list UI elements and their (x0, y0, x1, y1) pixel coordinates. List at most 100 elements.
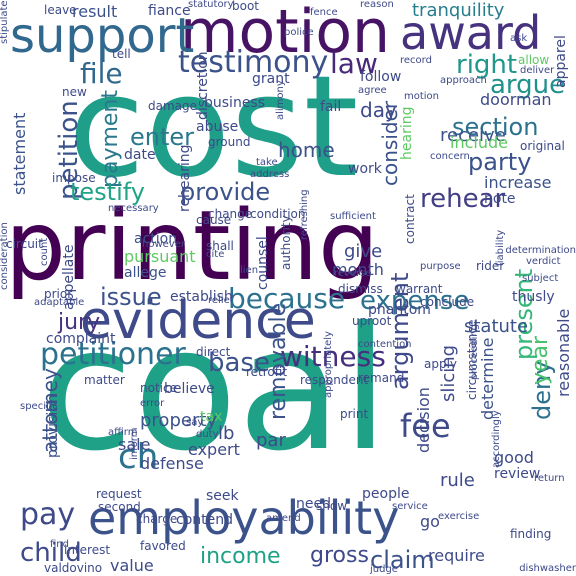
word-abuse: abuse (196, 119, 239, 135)
word-necessary: necessary (108, 203, 159, 214)
word-error: error (140, 398, 165, 409)
word-damage: damage (148, 99, 198, 113)
word-agree: agree (358, 85, 387, 96)
word-action: action (134, 231, 178, 247)
word-complaint: complaint (46, 331, 116, 347)
word-refreshing: refreshing (299, 189, 310, 240)
word-approach: approach (440, 75, 487, 86)
word-removable: removable (266, 302, 291, 420)
word-consideration: consideration (0, 222, 10, 290)
word-employability: employability (88, 491, 400, 545)
word-warrant: warrant (396, 282, 443, 296)
word-increase: increase (484, 173, 552, 192)
word-concern: concern (430, 151, 470, 162)
word-seek: seek (206, 488, 239, 504)
word-verdict: verdict (526, 256, 561, 267)
word-reason: reason (360, 0, 394, 10)
word-alimony: alimony (275, 80, 286, 120)
word-judge: judge (370, 564, 398, 575)
word-because: because (228, 282, 346, 315)
word-people: people (362, 486, 410, 502)
word-rehear: rehear (420, 184, 506, 214)
word-police: police (284, 27, 314, 38)
word-apply: apply (424, 357, 458, 371)
word-go: go (420, 512, 440, 531)
word-discretion: discretion (195, 51, 211, 120)
word-follow: follow (360, 69, 402, 85)
word-printing: printing (5, 190, 380, 302)
word-new: new (62, 85, 87, 99)
word-expert: expert (188, 440, 240, 459)
word-circuit: circuit (6, 237, 43, 251)
word-testimony: testimony (178, 45, 329, 80)
word-boot: boot (232, 0, 260, 13)
word-request: request (96, 487, 142, 501)
word-counsel: counsel (255, 236, 271, 290)
word-impose: impose (52, 171, 96, 185)
word-take: take (256, 157, 278, 168)
word-specific: specific (20, 401, 58, 412)
word-pursuant: pursuant (124, 247, 196, 266)
word-reasonable: reasonable (554, 308, 573, 397)
word-reverse: reverse (334, 268, 372, 279)
word-leave: leave (44, 3, 77, 17)
word-return: return (534, 473, 565, 484)
word-claim: claim (370, 546, 435, 574)
word-statement: statement (10, 112, 29, 195)
word-consider: consider (378, 100, 402, 186)
word-matter: matter (84, 373, 125, 387)
word-tranquility: tranquility (412, 0, 505, 21)
word-child: child (20, 538, 82, 568)
word-file: file (80, 57, 123, 90)
word-cause: cause (196, 213, 232, 227)
word-expense: expense (360, 286, 470, 316)
word-require: require (428, 546, 485, 565)
word-include: include (450, 133, 508, 152)
word-remand: remand (358, 371, 405, 385)
word-say: say (186, 417, 204, 428)
word-party: party (468, 148, 532, 176)
word-section: section (452, 113, 539, 141)
word-apparel: apparel (553, 35, 569, 88)
word-business: business (204, 95, 266, 111)
word-conclude: conclude (420, 295, 475, 309)
word-cost: cost (68, 46, 359, 209)
word-month: month (332, 260, 384, 279)
word-shall: shall (206, 239, 234, 253)
word-address: address (250, 169, 290, 180)
word-dismiss: dismiss (338, 282, 383, 296)
word-print: print (340, 407, 369, 421)
word-proceeding: proceeding (469, 324, 480, 380)
word-base: base (208, 348, 270, 378)
word-affirm: affirm (108, 427, 138, 438)
word-receive: receive (440, 125, 506, 146)
word-original: original (520, 139, 565, 153)
word-hearing: hearing (399, 106, 415, 160)
word-stipulate: stipulate (0, 0, 10, 44)
word-determine: determine (478, 337, 497, 420)
word-enter: enter (130, 123, 195, 151)
word-sale: sale (118, 435, 151, 454)
word-thusly: thusly (512, 289, 555, 305)
word-rehearing: rehearing (177, 144, 193, 212)
word-need: need (296, 496, 331, 512)
word-support: support (10, 8, 195, 64)
word-rule: rule (440, 470, 475, 491)
word-witness: witness (280, 340, 386, 373)
word-believe: believe (164, 381, 215, 397)
word-note: note (484, 191, 516, 207)
word-contract: contract (403, 194, 417, 244)
word-law: law (330, 47, 378, 80)
word-record: record (400, 55, 432, 66)
word-appropriately: appropriately (323, 331, 334, 398)
word-work: work (348, 161, 382, 177)
word-testify: testify (70, 178, 145, 206)
word-defense: defense (140, 454, 204, 473)
word-income: income (200, 544, 281, 569)
word-fee: fee (400, 407, 451, 445)
word-charge: charge (136, 512, 178, 526)
word-show: show (316, 499, 348, 513)
word-authority: authority (279, 215, 293, 270)
word-payment: payment (98, 89, 123, 188)
